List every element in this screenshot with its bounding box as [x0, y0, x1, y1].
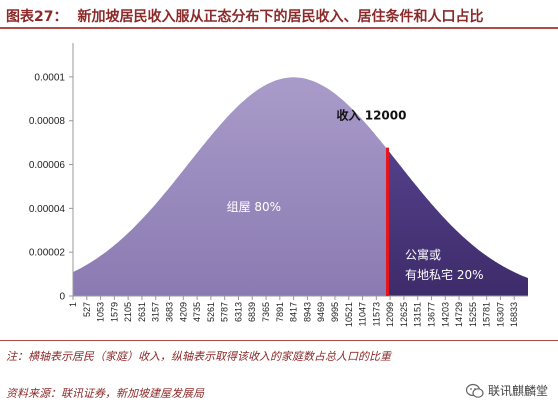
- area-private-housing: [387, 149, 528, 296]
- x-tick-label: 13151: [413, 302, 423, 327]
- private-housing-label: 有地私宅 20%: [405, 267, 484, 282]
- y-tick-label: 0.00002: [29, 248, 66, 259]
- x-tick-label: 11573: [371, 302, 381, 326]
- x-tick-label: 13677: [426, 302, 436, 327]
- figure-title: 图表27： 新加坡居民收入服从正态分布下的居民收入、居住条件和人口占比: [6, 6, 483, 26]
- y-tick-label: 0.0001: [34, 72, 65, 83]
- x-tick-label: 3683: [165, 302, 175, 322]
- title-divider: [0, 27, 558, 29]
- y-tick-label: 0: [59, 292, 65, 303]
- x-tick-label: 1053: [96, 302, 106, 322]
- x-tick-label: 16307: [495, 302, 505, 327]
- x-tick-label: 14729: [454, 302, 464, 327]
- y-tick-label: 0.00006: [29, 160, 66, 171]
- x-tick-label: 10521: [344, 302, 354, 327]
- x-tick-label: 15255: [468, 302, 478, 327]
- x-tick-label: 11047: [358, 302, 368, 326]
- figure-title-text: 新加坡居民收入服从正态分布下的居民收入、居住条件和人口占比: [77, 9, 484, 25]
- public-housing-label: 组屋 80%: [227, 200, 282, 214]
- x-tick-label: 8943: [302, 302, 312, 322]
- x-tick-label: 8417: [289, 302, 299, 322]
- watermark: 联讯麒麟堂: [465, 382, 548, 399]
- chart-note: 注：横轴表示居民（家庭）收入，纵轴表示取得该收入的家庭数占总人口的比重: [6, 350, 391, 363]
- x-tick-label: 5787: [220, 302, 230, 322]
- y-tick-label: 0.00004: [29, 204, 66, 215]
- x-tick-label: 5261: [206, 302, 216, 322]
- x-tick-label: 6313: [233, 302, 243, 322]
- x-tick-label: 2105: [123, 302, 133, 322]
- x-tick-label: 7891: [275, 302, 285, 322]
- x-tick-label: 12625: [399, 302, 409, 327]
- figure-label: 图表27：: [6, 9, 68, 25]
- y-tick-label: 0.00008: [29, 116, 66, 127]
- threshold-label: 收入 12000: [337, 108, 407, 123]
- private-housing-label: 公寓或: [405, 247, 441, 262]
- source-text: 资料来源：联讯证券，新加坡建屋发展局: [6, 387, 204, 400]
- watermark-text: 联讯麒麟堂: [487, 384, 548, 398]
- x-tick-label: 527: [82, 302, 92, 317]
- x-tick-label: 6839: [247, 302, 257, 322]
- x-tick-label: 7365: [261, 302, 271, 322]
- footer-divider: [0, 340, 558, 341]
- x-tick-label: 12099: [385, 302, 395, 327]
- x-tick-label: 15781: [482, 302, 492, 327]
- x-tick-label: 4735: [192, 302, 202, 322]
- x-tick-label: 14203: [440, 302, 450, 327]
- x-tick-label: 4209: [178, 302, 188, 322]
- area-public-housing: [73, 77, 388, 296]
- x-tick-label: 9995: [330, 302, 340, 322]
- chart: 0 0.00002 0.00004 0.00006 0.00008 0.0001 1 527 1…: [29, 43, 528, 327]
- wechat-icon: [465, 383, 484, 398]
- x-tick-label: 9469: [316, 302, 326, 322]
- x-tick-label: 3157: [151, 302, 161, 322]
- x-tick-label: 1: [68, 302, 78, 307]
- x-tick-label: 1579: [109, 302, 119, 322]
- x-tick-label: 2631: [137, 302, 147, 322]
- x-tick-label: 16833: [509, 302, 519, 327]
